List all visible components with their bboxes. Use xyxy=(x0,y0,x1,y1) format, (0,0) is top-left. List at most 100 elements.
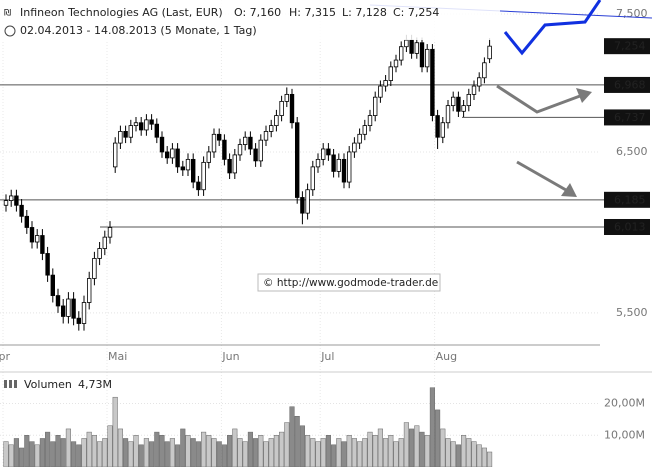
volume-bar xyxy=(81,438,87,467)
volume-bar xyxy=(211,438,217,467)
candle-body xyxy=(71,298,76,319)
volume-bar xyxy=(195,441,201,467)
arrow-head xyxy=(576,88,592,103)
candle-body xyxy=(242,136,248,145)
candle-body xyxy=(185,158,191,171)
volume-bar xyxy=(398,438,404,467)
volume-bar xyxy=(414,425,420,467)
volume-bar xyxy=(97,441,103,467)
volume-bar xyxy=(409,428,415,467)
volume-bar xyxy=(107,425,113,467)
volume-bar xyxy=(320,438,326,467)
volume-bar xyxy=(39,438,45,467)
quote-close: C: 7,254 xyxy=(393,6,439,19)
volume-bar xyxy=(419,431,425,467)
volume-bar xyxy=(403,422,409,467)
candle-body xyxy=(180,166,185,171)
y-tick-label: 7,500 xyxy=(616,7,648,20)
chart-title: Infineon Technologies AG (Last, EUR) xyxy=(20,6,223,19)
volume-current: 4,73M xyxy=(78,378,112,391)
volume-bar xyxy=(133,435,139,467)
levels: 6,968 6,737 6,185 6,013 7,254 xyxy=(0,38,650,235)
volume-bar xyxy=(143,438,149,467)
candle-body xyxy=(19,204,24,217)
volume-bar xyxy=(445,438,451,467)
volume-bar xyxy=(487,451,493,467)
candle-body xyxy=(341,158,347,183)
volume-bar xyxy=(102,438,108,467)
volume-bar xyxy=(258,435,264,467)
level-label-bg xyxy=(604,76,650,93)
candle-body xyxy=(196,181,201,191)
volume-bar xyxy=(128,441,134,467)
volume-bar xyxy=(60,438,66,467)
volume-bar xyxy=(351,438,357,467)
subtitle: 02.04.2013 - 14.08.2013 (5 Monate, 1 Tag… xyxy=(20,24,257,37)
volume-bar xyxy=(138,444,144,467)
candle-body xyxy=(24,215,29,228)
candle-body xyxy=(346,151,352,183)
candle-body xyxy=(237,144,243,156)
y-tick-label: 6,500 xyxy=(616,145,648,158)
candle-body xyxy=(232,154,237,174)
candle-body xyxy=(320,148,326,160)
volume-bar xyxy=(76,444,82,467)
volume-bar xyxy=(242,441,248,467)
candle-body xyxy=(461,105,466,112)
candle-body xyxy=(362,125,367,135)
candle-body xyxy=(430,48,435,116)
candle-body xyxy=(279,100,284,116)
icon: ₪ xyxy=(4,9,11,19)
candle-body xyxy=(118,131,123,144)
volume-bar xyxy=(65,428,71,467)
candle-body xyxy=(102,236,107,249)
candle-body xyxy=(268,125,274,132)
candle-body xyxy=(409,39,414,54)
candle-body xyxy=(383,80,388,87)
x-tick-label: Aug xyxy=(436,350,457,363)
candle-body xyxy=(175,148,180,168)
candle-body xyxy=(450,96,456,107)
candle-body xyxy=(97,248,102,259)
candle-body xyxy=(29,227,35,243)
volume-bar xyxy=(383,438,389,467)
volume-bar xyxy=(466,438,472,467)
candle-body xyxy=(300,197,305,214)
volume-bar xyxy=(164,441,170,467)
volume-bar xyxy=(169,438,175,467)
volume-bar xyxy=(237,438,243,467)
volume-bar xyxy=(481,447,487,467)
volume-bar xyxy=(315,441,321,467)
candle-body xyxy=(274,115,279,127)
candle-body xyxy=(258,139,263,162)
x-tick-label: Mai xyxy=(108,350,127,363)
candle-body xyxy=(487,45,492,60)
candle-body xyxy=(248,136,253,150)
header-bg xyxy=(0,0,500,40)
volume-bar xyxy=(310,438,316,467)
level-label-bg xyxy=(604,191,650,208)
volume-bar xyxy=(377,428,383,467)
x-tick-label: Apr xyxy=(0,350,11,363)
level-label: 6,737 xyxy=(614,111,646,124)
candle-body xyxy=(211,133,217,153)
volume-bar xyxy=(221,444,227,467)
candle-body xyxy=(471,85,477,95)
candle-body xyxy=(326,148,331,156)
candle-body xyxy=(66,298,71,317)
price-label-bg xyxy=(604,38,650,55)
volume-bar xyxy=(305,435,311,467)
candle-body xyxy=(201,161,206,191)
volume-bar xyxy=(279,431,285,467)
candle-body xyxy=(476,77,482,87)
candle-body xyxy=(113,142,118,168)
candle-body xyxy=(138,122,144,131)
volume-bar xyxy=(440,428,446,467)
x-tick-label: Jul xyxy=(320,350,334,363)
candle-body xyxy=(367,115,373,127)
candle-body xyxy=(435,115,440,138)
x-tick-label: Jun xyxy=(221,350,239,363)
volume-bar xyxy=(461,435,467,467)
volume-bar xyxy=(455,444,461,467)
candle-body xyxy=(315,158,321,168)
